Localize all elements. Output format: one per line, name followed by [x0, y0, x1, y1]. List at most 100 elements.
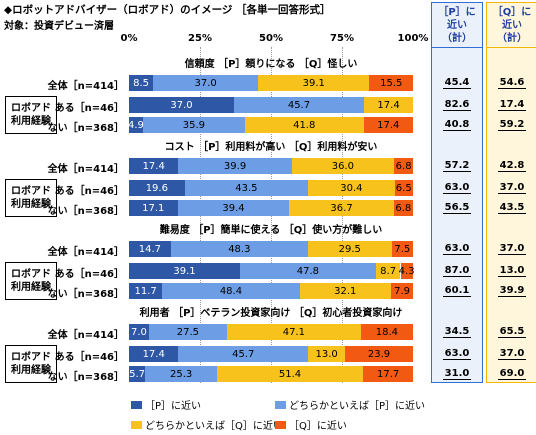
row-label: ない［n=368］ — [47, 289, 124, 300]
q-total-text: 69.0 — [497, 368, 527, 380]
p-total-header: ［P］に 近い （計） — [431, 2, 483, 48]
stacked-bar: 11.7 48.4 32.1 7.9 — [129, 283, 414, 299]
p-total-text: 31.0 — [442, 368, 472, 380]
q-total-text: 39.9 — [497, 285, 527, 297]
stacked-bar: 14.7 48.3 29.5 7.5 — [129, 241, 413, 257]
p-total-column — [431, 48, 483, 383]
bar-segment-q-close: 7.5 — [391, 241, 413, 257]
bar-segment-q-somewhat: 39.1 — [258, 75, 370, 91]
bar-segment-p-somewhat: 47.8 — [240, 263, 376, 279]
p-total-text: 34.5 — [442, 326, 472, 338]
data-label: 17.7 — [377, 368, 400, 380]
legend-swatch — [131, 400, 142, 409]
bar-segment-p-close: 17.4 — [129, 158, 179, 174]
data-label: 6.8 — [395, 202, 412, 214]
data-label: 27.5 — [176, 326, 200, 338]
q-total-text: 37.0 — [497, 243, 527, 255]
legend-label: ［Q］に近い — [289, 421, 347, 432]
bar-segment-q-close: 7.9 — [390, 283, 414, 299]
p-total-text: 40.8 — [442, 119, 472, 131]
bar-segment-p-close: 8.5 — [129, 75, 154, 91]
stacked-bar: 17.4 45.7 13.0 23.9 — [129, 346, 413, 362]
stacked-bar: 19.6 43.5 30.4 6.5 — [129, 180, 413, 196]
q-total-value: 39.9 — [486, 285, 536, 297]
row-label: ある［n=46］ — [54, 186, 124, 197]
q-total-text: 65.5 — [497, 326, 527, 338]
bar-segment-q-somewhat: 8.7 — [375, 263, 401, 279]
data-label: 17.4 — [142, 160, 165, 172]
q-total-value: 13.0 — [486, 265, 536, 277]
p-total-value: 63.0 — [431, 243, 483, 255]
bar-segment-q-somewhat: 41.8 — [244, 117, 364, 133]
bar-segment-q-close: 6.5 — [394, 180, 413, 196]
p-total-value: 87.0 — [431, 265, 483, 277]
q-total-value: 43.5 — [486, 202, 536, 214]
bar-segment-q-somewhat: 51.4 — [217, 366, 363, 382]
bar-segment-q-somewhat: 17.4 — [363, 97, 414, 113]
data-label: 6.8 — [395, 160, 412, 172]
data-label: 13.0 — [315, 348, 338, 360]
data-label: 41.8 — [293, 119, 316, 131]
bar-segment-q-close: 23.9 — [345, 346, 413, 362]
q-total-header: ［Q］に 近い （計） — [486, 2, 536, 48]
data-label: 37.0 — [194, 77, 217, 89]
p-total-value: 82.6 — [431, 99, 483, 111]
data-label: 47.8 — [296, 265, 320, 277]
data-label: 7.5 — [394, 243, 411, 255]
stacked-bar: 39.1 47.8 8.7 4.3 — [129, 263, 415, 279]
bar-segment-q-close: 6.8 — [393, 158, 414, 174]
p-total-value: 63.0 — [431, 348, 483, 360]
p-total-text: 63.0 — [442, 348, 472, 360]
data-label: 36.0 — [331, 160, 354, 172]
row-label: 全体［n=414］ — [47, 81, 124, 92]
legend-item-q-close: ［Q］に近い — [275, 417, 347, 432]
x-tick-label: 25% — [188, 33, 212, 44]
bar-segment-q-somewhat: 32.1 — [299, 283, 391, 299]
data-label: 45.7 — [287, 99, 311, 111]
bar-segment-q-somewhat: 36.7 — [289, 200, 394, 216]
data-label: 8.7 — [380, 265, 397, 277]
bar-segment-p-somewhat: 39.4 — [177, 200, 290, 216]
bar-segment-p-somewhat: 48.3 — [170, 241, 308, 257]
usage-experience-label: ロボアド 利用経験 — [5, 345, 57, 383]
p-total-value: 63.0 — [431, 182, 483, 194]
bar-segment-p-close: 11.7 — [129, 283, 163, 299]
p-total-text: 82.6 — [442, 99, 472, 111]
data-label: 39.1 — [302, 77, 325, 89]
data-label: 30.4 — [340, 182, 363, 194]
stacked-bar: 37.0 45.7 17.4 — [129, 97, 414, 113]
bar-segment-q-close: 18.4 — [360, 324, 413, 340]
p-total-text: 63.0 — [442, 182, 472, 194]
x-tick-label: 100% — [397, 33, 429, 44]
p-total-value: 45.4 — [431, 77, 483, 89]
data-label: 47.1 — [282, 326, 305, 338]
p-total-header-text: ［P］に 近い （計） — [438, 6, 476, 44]
data-label: 32.1 — [334, 285, 357, 297]
p-total-value: 40.8 — [431, 119, 483, 131]
data-label: 39.9 — [223, 160, 247, 172]
q-total-text: 54.6 — [497, 77, 527, 89]
data-label: 39.1 — [173, 265, 196, 277]
data-label: 14.7 — [138, 243, 161, 255]
legend-swatch — [275, 400, 286, 409]
p-total-text: 87.0 — [442, 265, 472, 277]
q-total-value: 17.4 — [486, 99, 536, 111]
data-label: 51.4 — [278, 368, 302, 380]
legend-item-q-somewhat: どちらかといえば［Q］に近い — [131, 417, 283, 432]
x-tick-label: 75% — [330, 33, 354, 44]
row-label: ある［n=46］ — [54, 352, 124, 363]
data-label: 17.4 — [142, 348, 165, 360]
bar-segment-p-somewhat: 48.4 — [162, 283, 300, 299]
bar-segment-p-somewhat: 43.5 — [184, 180, 309, 196]
bar-segment-q-close: 17.4 — [363, 117, 413, 133]
data-label: 17.4 — [377, 119, 400, 131]
q-total-text: 13.0 — [497, 265, 527, 277]
legend-label: ［P］に近い — [145, 401, 202, 412]
row-label: 全体［n=414］ — [47, 247, 124, 258]
bar-segment-p-close: 14.7 — [129, 241, 171, 257]
item-label: 信頼度 ［P］頼りになる ［Q］怪しい — [184, 59, 358, 70]
q-total-text: 17.4 — [497, 99, 527, 111]
data-label: 48.3 — [228, 243, 251, 255]
data-label: 8.5 — [133, 77, 150, 89]
bar-segment-p-somewhat: 37.0 — [153, 75, 259, 91]
